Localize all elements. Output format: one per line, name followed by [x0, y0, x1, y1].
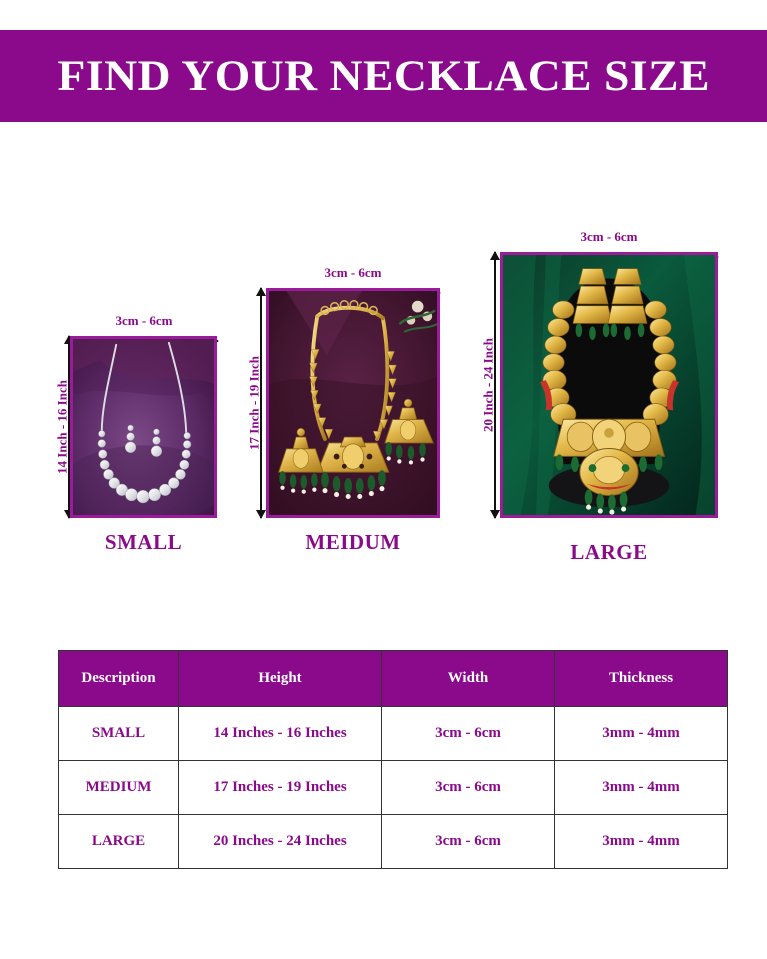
table-body: SMALL 14 Inches - 16 Inches 3cm - 6cm 3m…: [58, 706, 728, 869]
width-dimension-label-medium: 3cm - 6cm: [324, 265, 382, 280]
arrow-head-up-icon: [256, 287, 266, 296]
arrow-head-down-icon: [256, 510, 266, 519]
cell-width: 3cm - 6cm: [381, 706, 555, 761]
cell-thickness: 3mm - 4mm: [554, 814, 728, 869]
size-caption-small: SMALL: [104, 530, 183, 554]
cell-description: MEDIUM: [58, 760, 179, 815]
small-necklace-photo: [70, 336, 217, 518]
arrow-head-up-icon: [490, 251, 500, 260]
cell-height: 14 Inches - 16 Inches: [178, 706, 382, 761]
large-necklace-photo: [500, 252, 718, 518]
height-dimension-label-large: 20 Inch - 24 Inch: [480, 338, 496, 432]
small-necklace-illustration: [73, 339, 214, 515]
arrow-line-icon: [260, 288, 262, 518]
height-dimension-large: 20 Inch - 24 Inch: [466, 251, 500, 519]
arrow-line-icon: [68, 336, 70, 518]
height-dimension-label-medium: 17 Inch - 19 Inch: [246, 356, 262, 450]
cell-width: 3cm - 6cm: [381, 760, 555, 815]
column-header-width: Width: [381, 650, 555, 707]
table-header: Description Height Width Thickness: [58, 650, 728, 707]
cell-thickness: 3mm - 4mm: [554, 706, 728, 761]
medium-necklace-illustration: [269, 291, 437, 515]
height-dimension-label-small: 14 Inch - 16 Inch: [54, 380, 70, 474]
size-caption-large: LARGE: [570, 540, 648, 564]
cell-height: 20 Inches - 24 Inches: [178, 814, 382, 869]
cell-description: SMALL: [58, 706, 179, 761]
cell-height: 17 Inches - 19 Inches: [178, 760, 382, 815]
arrow-head-down-icon: [490, 510, 500, 519]
height-dimension-small: 14 Inch - 16 Inch: [40, 335, 74, 519]
cell-description: LARGE: [58, 814, 179, 869]
column-header-thickness: Thickness: [554, 650, 728, 707]
arrow-head-down-icon: [64, 510, 74, 519]
size-comparison-section: 3cm - 6cm 14 Inch - 16 Inch: [0, 122, 767, 602]
table-row: MEDIUM 17 Inches - 19 Inches 3cm - 6cm 3…: [58, 760, 728, 815]
cell-thickness: 3mm - 4mm: [554, 760, 728, 815]
size-chart-table: Description Height Width Thickness SMALL…: [58, 650, 728, 869]
medium-necklace-photo: [266, 288, 440, 518]
table-row: LARGE 20 Inches - 24 Inches 3cm - 6cm 3m…: [58, 814, 728, 869]
column-header-height: Height: [178, 650, 382, 707]
arrow-head-up-icon: [64, 335, 74, 344]
table-row: SMALL 14 Inches - 16 Inches 3cm - 6cm 3m…: [58, 706, 728, 761]
height-dimension-medium: 17 Inch - 19 Inch: [232, 287, 266, 519]
size-caption-medium: MEIDUM: [305, 530, 401, 554]
column-header-description: Description: [58, 650, 179, 707]
page-header-banner: FIND YOUR NECKLACE SIZE: [0, 30, 767, 122]
table-header-row: Description Height Width Thickness: [58, 650, 728, 707]
width-dimension-label-small: 3cm - 6cm: [115, 313, 173, 328]
width-dimension-label-large: 3cm - 6cm: [580, 229, 638, 244]
arrow-line-icon: [494, 252, 496, 518]
page-title: FIND YOUR NECKLACE SIZE: [57, 52, 710, 100]
cell-width: 3cm - 6cm: [381, 814, 555, 869]
large-necklace-illustration: [503, 255, 715, 515]
